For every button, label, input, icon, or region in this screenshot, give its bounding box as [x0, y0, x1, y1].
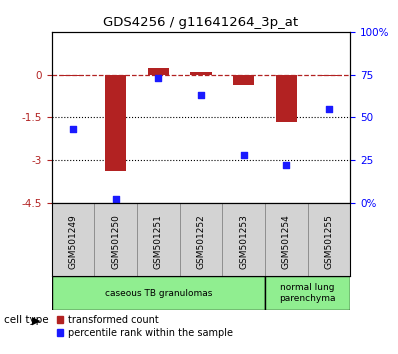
Bar: [179, 203, 222, 276]
Point: [326, 106, 332, 112]
Bar: [105, 75, 127, 171]
Point: [113, 196, 119, 202]
Bar: [52, 203, 94, 276]
Point: [283, 162, 289, 168]
Bar: [62, 75, 84, 76]
Point: [155, 75, 162, 81]
Bar: [52, 276, 265, 310]
Text: GSM501254: GSM501254: [282, 214, 291, 269]
Bar: [308, 203, 350, 276]
Title: GDS4256 / g11641264_3p_at: GDS4256 / g11641264_3p_at: [103, 16, 298, 29]
Text: cell type: cell type: [4, 315, 49, 325]
Bar: [265, 276, 350, 310]
Bar: [190, 72, 212, 75]
Text: GSM501249: GSM501249: [68, 214, 78, 269]
Text: caseous TB granulomas: caseous TB granulomas: [105, 289, 212, 298]
Text: GSM501251: GSM501251: [154, 214, 163, 269]
Legend: transformed count, percentile rank within the sample: transformed count, percentile rank withi…: [57, 315, 233, 338]
Text: GSM501253: GSM501253: [239, 214, 248, 269]
Bar: [94, 203, 137, 276]
Point: [240, 152, 247, 158]
Bar: [233, 75, 254, 85]
Bar: [275, 75, 297, 122]
Bar: [222, 203, 265, 276]
Point: [198, 92, 204, 98]
Text: ▶: ▶: [31, 315, 40, 325]
Bar: [148, 68, 169, 75]
Point: [70, 126, 76, 132]
Text: GSM501252: GSM501252: [197, 214, 205, 269]
Text: GSM501255: GSM501255: [324, 214, 334, 269]
Bar: [265, 203, 308, 276]
Bar: [137, 203, 179, 276]
Text: GSM501250: GSM501250: [111, 214, 120, 269]
Text: normal lung
parenchyma: normal lung parenchyma: [279, 284, 336, 303]
Bar: [318, 75, 339, 76]
